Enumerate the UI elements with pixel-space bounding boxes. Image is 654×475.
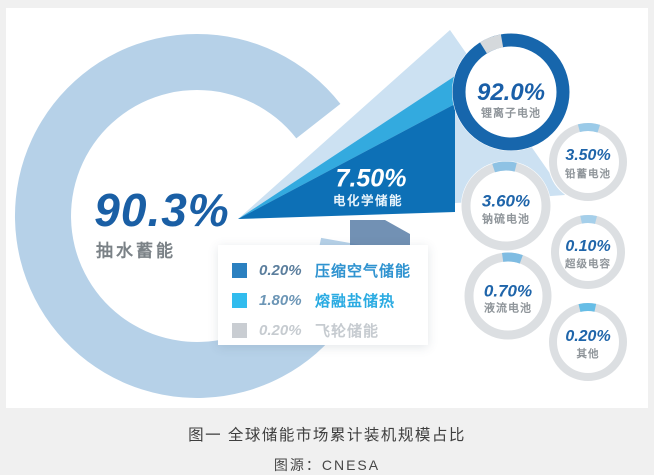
legend-card: 0.20% 压缩空气储能 1.80% 熔融盐储热 0.20% 飞轮储能 (218, 245, 428, 345)
other-label: 其他 (576, 347, 600, 360)
ribbon-accent (350, 220, 410, 247)
chart-figure: 90.3% 抽水蓄能 7.50% 电化学储能 92.0% 锂离子电池 3.50%… (6, 8, 648, 408)
pumped-hydro-value: 90.3% (94, 184, 230, 236)
legend-row-flywheel: 0.20% 飞轮储能 (232, 315, 428, 345)
legend-row-molten-salt: 1.80% 熔融盐储热 (232, 285, 428, 315)
legend-label-molten-salt: 熔融盐储热 (315, 292, 396, 310)
legend-label-flywheel: 飞轮储能 (315, 322, 380, 340)
sodium-sulfur-value: 3.60% (481, 191, 531, 211)
lithium-circle-bg (452, 33, 570, 151)
caption-area: 图一 全球储能市场累计装机规模占比 图源：CNESA (0, 408, 654, 473)
lithium-label: 锂离子电池 (481, 107, 541, 120)
sodium-sulfur-label: 钠硫电池 (482, 213, 530, 226)
supercap-circle-bg (550, 214, 626, 290)
flow-battery-arc (501, 252, 523, 264)
legend-value-compressed-air: 0.20% (259, 261, 302, 279)
legend-row-compressed-air: 0.20% 压缩空气储能 (232, 255, 428, 285)
supercap-label: 超级电容 (565, 257, 611, 270)
legend-swatch-flywheel (232, 322, 247, 338)
other-circle-bg (548, 302, 628, 382)
legend-value-molten-salt: 1.80% (259, 291, 302, 309)
legend-label-compressed-air: 压缩空气储能 (315, 262, 412, 280)
legend-swatch-compressed-air (232, 262, 247, 278)
supercap-value: 0.10% (565, 238, 611, 255)
wedge-cyan-layer (238, 76, 455, 219)
lithium-value: 92.0% (476, 79, 546, 106)
legend-value-flywheel: 0.20% (259, 321, 302, 339)
other-value: 0.20% (565, 328, 611, 345)
lithium-ring-gap (479, 34, 504, 54)
sodium-sulfur-circle-bg (461, 161, 551, 251)
flow-battery-value: 0.70% (483, 281, 533, 301)
lead-acid-value: 3.50% (565, 147, 611, 164)
legend-swatch-molten-salt (232, 292, 247, 308)
wedge-dark-layer (238, 104, 455, 219)
figure-source: 图源：CNESA (273, 457, 381, 473)
pumped-hydro-label: 抽水蓄能 (96, 241, 176, 261)
flow-battery-label: 液流电池 (484, 302, 532, 315)
flow-battery-circle-bg (464, 252, 552, 340)
supercap-arc (580, 215, 597, 224)
lead-acid-arc (577, 123, 601, 133)
sodium-sulfur-arc (492, 161, 517, 173)
lead-acid-label: 铅蓄电池 (565, 167, 611, 180)
figure-caption: 图一 全球储能市场累计装机规模占比 (188, 427, 466, 444)
lead-acid-circle-bg (548, 122, 628, 202)
electrochemical-label: 电化学储能 (332, 193, 404, 208)
lithium-ring (452, 33, 570, 151)
other-arc (578, 303, 597, 312)
electrochemical-value: 7.50% (335, 164, 407, 193)
